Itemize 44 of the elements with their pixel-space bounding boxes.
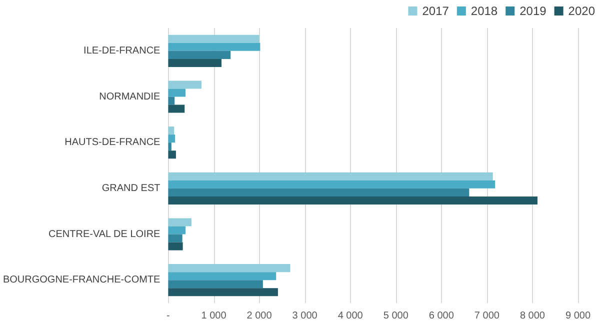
y-tick-label: CENTRE-VAL DE LOIRE	[48, 228, 161, 240]
x-tick-label: 9 000	[565, 310, 591, 322]
bar	[168, 150, 176, 159]
legend-label: 2018	[470, 4, 498, 18]
x-tick-label: 4 000	[338, 310, 364, 322]
bar	[168, 226, 186, 234]
bar	[168, 104, 185, 113]
bar	[168, 88, 186, 97]
x-tick-label: 2 000	[246, 310, 272, 322]
bar	[168, 80, 202, 89]
x-tick-label: 5 000	[383, 310, 409, 322]
bar	[168, 96, 175, 105]
bar	[168, 142, 172, 151]
x-tick-label: 6 000	[428, 310, 454, 322]
bar	[168, 242, 183, 250]
bar	[168, 180, 496, 188]
bar	[168, 288, 278, 296]
bar	[168, 234, 182, 242]
y-tick-label: BOURGOGNE-FRANCHE-COMTE	[2, 274, 161, 286]
bar	[168, 188, 470, 196]
bar	[168, 264, 290, 272]
bar	[168, 42, 260, 51]
legend-label: 2020	[568, 4, 596, 18]
x-tick-label: -	[166, 310, 170, 322]
bar	[168, 50, 231, 59]
legend-label: 2017	[422, 4, 450, 18]
bar	[168, 272, 276, 280]
y-tick-label: HAUTS-DE-FRANCE	[64, 137, 161, 148]
bar	[168, 58, 222, 67]
bar	[168, 126, 174, 135]
y-tick-label: GRAND EST	[102, 182, 160, 194]
y-tick-label: ILE-DE-FRANCE	[84, 45, 161, 56]
x-tick-label: 3 000	[292, 310, 318, 322]
bar	[168, 196, 538, 204]
bar	[168, 134, 176, 143]
legend-label: 2019	[520, 4, 547, 18]
x-tick-label: 1 000	[201, 310, 227, 322]
x-tick-label: 7 000	[474, 310, 500, 322]
x-tick-label: 8 000	[520, 310, 546, 322]
bar	[168, 218, 192, 226]
bar	[168, 34, 260, 43]
bar	[168, 280, 263, 288]
bar	[168, 172, 493, 180]
y-tick-label: NORMANDIE	[99, 91, 161, 102]
